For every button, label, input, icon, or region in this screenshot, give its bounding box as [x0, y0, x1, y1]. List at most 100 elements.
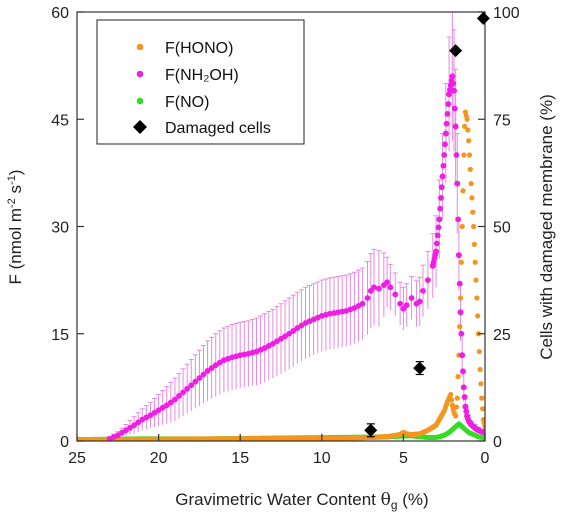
- hono-point: [479, 395, 485, 401]
- nh2oh-point: [460, 384, 467, 391]
- hono-point: [477, 366, 483, 373]
- hono-point: [475, 313, 481, 319]
- nh2oh-point: [416, 298, 423, 305]
- nh2oh-point: [364, 295, 371, 301]
- nh2oh-point: [455, 216, 461, 223]
- nh2oh-point: [433, 248, 439, 255]
- nh2oh-point: [446, 91, 452, 98]
- legend-label-damaged: Damaged cells: [165, 120, 271, 137]
- nh2oh-point: [453, 152, 460, 158]
- nh2oh-point: [450, 80, 457, 87]
- y2-tick-label: 100: [493, 5, 520, 22]
- nh2oh-point: [180, 389, 186, 396]
- x-tick-label: 25: [68, 450, 86, 467]
- nh2oh-point: [208, 365, 215, 371]
- hono-point: [461, 152, 467, 158]
- nh2oh-point: [376, 285, 382, 292]
- nh2oh-point: [200, 371, 207, 378]
- hono-point: [471, 241, 477, 247]
- nh2oh-point: [451, 105, 458, 112]
- hono-point: [479, 406, 485, 412]
- hono-point: [454, 395, 460, 401]
- y2-tick-label: 0: [493, 434, 502, 451]
- damaged-point: [364, 423, 378, 437]
- nh2oh-point: [392, 291, 399, 298]
- hono-point: [473, 277, 479, 283]
- x-tick-label: 20: [150, 450, 168, 467]
- y2-tick-label: 75: [493, 112, 511, 129]
- nh2oh-point: [455, 252, 462, 258]
- nh2oh-point: [167, 399, 174, 406]
- nh2oh-point: [454, 180, 461, 187]
- nh2oh-point: [437, 205, 444, 212]
- nh2oh-point: [442, 130, 449, 137]
- hono-point: [469, 195, 475, 201]
- nh2oh-point: [196, 375, 203, 381]
- hono-point: [474, 295, 480, 301]
- hono-point: [448, 397, 455, 403]
- hono-point: [457, 324, 463, 330]
- hono-point: [466, 138, 472, 144]
- y-axis-label: F (nmol m-2 s-1): [6, 170, 25, 285]
- hono-point: [476, 349, 482, 355]
- legend-marker-damaged: [133, 120, 147, 134]
- x-tick-label: 5: [399, 450, 408, 467]
- hono-point: [448, 391, 454, 398]
- nh2oh-point: [436, 216, 443, 223]
- nh2oh-point: [439, 173, 446, 180]
- x-tick-label: 15: [231, 450, 249, 467]
- hono-point: [453, 404, 460, 410]
- nh2oh-point: [384, 279, 390, 286]
- nh2oh-point: [359, 300, 366, 307]
- nh2oh-point: [420, 287, 426, 294]
- nh2oh-point: [461, 394, 468, 400]
- nh2oh-point: [435, 224, 442, 231]
- y-tick-label: 0: [60, 434, 69, 451]
- hono-point: [470, 223, 477, 230]
- nh2oh-point: [204, 368, 211, 374]
- hono-point: [464, 116, 470, 122]
- nh2oh-point: [443, 120, 450, 127]
- legend-box: [96, 19, 305, 145]
- hono-point: [467, 166, 473, 172]
- nh2oh-point: [441, 152, 448, 158]
- y-tick-label: 60: [51, 5, 69, 22]
- nh2oh-point: [135, 419, 142, 426]
- hono-point: [472, 259, 478, 265]
- nh2oh-point: [131, 422, 138, 429]
- damaged-point: [449, 44, 463, 58]
- nh2oh-point: [403, 302, 410, 309]
- hono-point: [478, 381, 484, 387]
- nh2oh-point: [459, 352, 466, 359]
- y2-axis-label: Cells with damaged membrane (%): [537, 94, 556, 360]
- nh2oh-point: [440, 162, 447, 169]
- nh2oh-point: [163, 402, 170, 409]
- nh2oh-point: [408, 295, 415, 301]
- damaged-point: [476, 11, 490, 25]
- nh2oh-point: [433, 240, 440, 247]
- hono-point: [460, 188, 466, 194]
- x-tick-label: 0: [481, 450, 490, 467]
- damaged-point: [413, 361, 427, 375]
- legend-label-nh2oh: F(NH₂OH): [165, 67, 239, 84]
- nh2oh-point: [424, 277, 431, 284]
- nh2oh-point: [188, 382, 195, 389]
- x-axis-label: Gravimetric Water Content θg (%): [175, 490, 428, 512]
- hono-point: [482, 424, 485, 430]
- nh2oh-point: [462, 403, 469, 410]
- nh2oh-point: [192, 378, 199, 385]
- legend-label-no: F(NO): [165, 94, 209, 111]
- y-tick-label: 30: [51, 220, 69, 237]
- hono-point: [468, 181, 474, 187]
- nh2oh-point: [482, 429, 485, 436]
- nh2oh-point: [286, 330, 293, 337]
- hono-point: [457, 295, 464, 301]
- hono-point: [462, 123, 468, 129]
- x-tick-label: 10: [313, 450, 331, 467]
- nh2oh-point: [458, 330, 465, 337]
- nh2oh-point: [463, 408, 470, 415]
- legend: F(HONO) F(NH₂OH) F(NO) Damaged cells: [96, 19, 305, 145]
- legend-marker-nh2oh: [136, 70, 144, 78]
- y2-tick-label: 50: [493, 220, 511, 237]
